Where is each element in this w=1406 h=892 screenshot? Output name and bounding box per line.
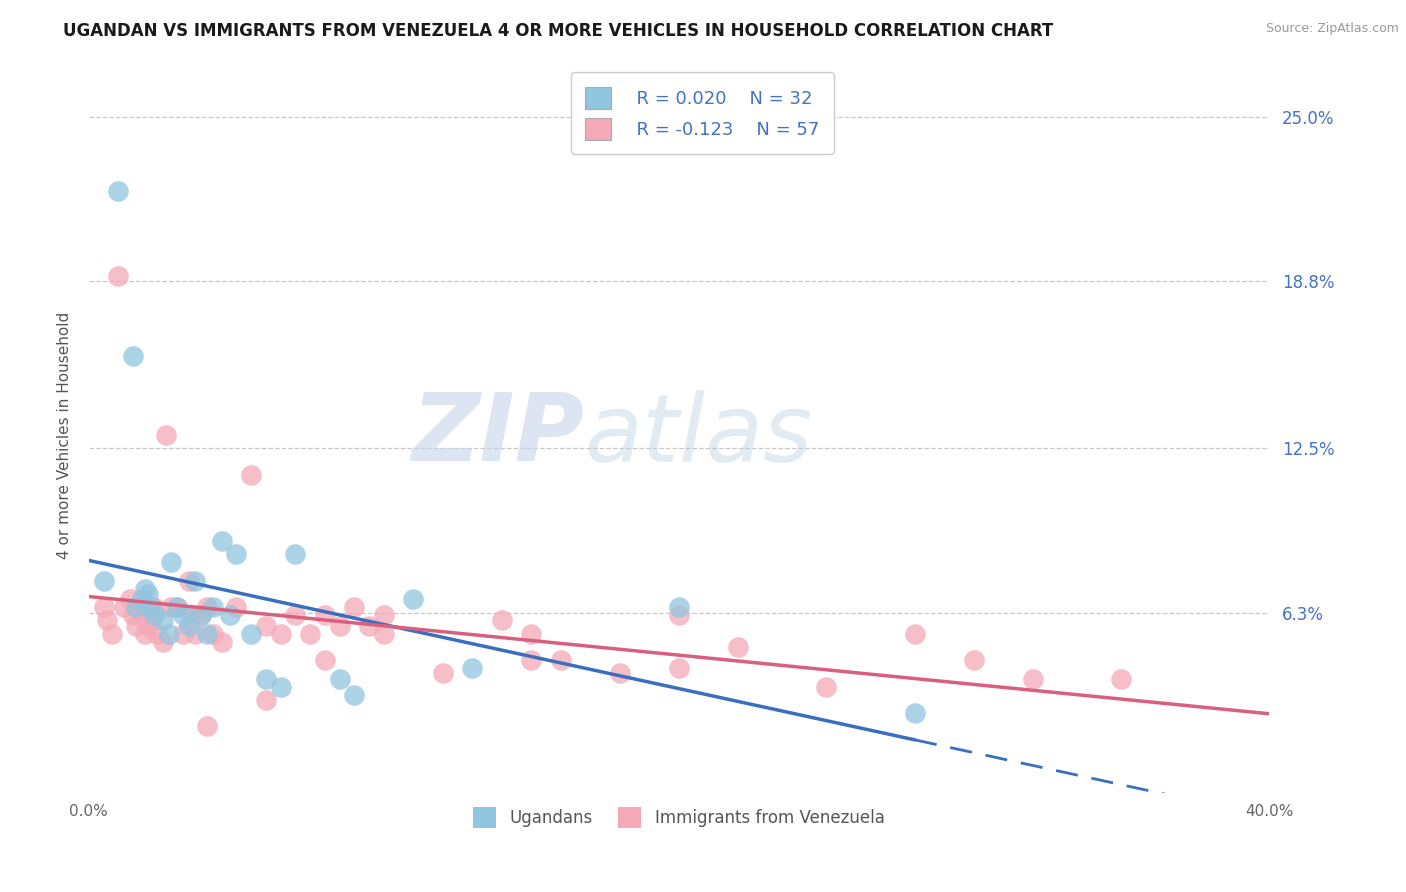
Point bbox=[329, 672, 352, 686]
Point bbox=[131, 592, 153, 607]
Point bbox=[195, 719, 218, 733]
Point bbox=[1022, 672, 1045, 686]
Point bbox=[125, 600, 148, 615]
Point bbox=[284, 608, 307, 623]
Point bbox=[142, 608, 165, 623]
Point bbox=[329, 619, 352, 633]
Point bbox=[225, 547, 247, 561]
Point bbox=[184, 574, 207, 588]
Point bbox=[107, 269, 129, 284]
Point bbox=[134, 582, 156, 596]
Point bbox=[179, 619, 201, 633]
Point bbox=[373, 608, 395, 623]
Point bbox=[155, 428, 177, 442]
Legend: Ugandans, Immigrants from Venezuela: Ugandans, Immigrants from Venezuela bbox=[467, 801, 891, 834]
Point bbox=[136, 587, 159, 601]
Point bbox=[402, 592, 425, 607]
Point bbox=[963, 653, 986, 667]
Point bbox=[145, 626, 167, 640]
Point bbox=[172, 626, 194, 640]
Point bbox=[195, 600, 218, 615]
Point bbox=[284, 547, 307, 561]
Point bbox=[609, 666, 631, 681]
Point bbox=[160, 600, 183, 615]
Point bbox=[219, 608, 242, 623]
Point bbox=[904, 706, 927, 721]
Point bbox=[299, 626, 322, 640]
Point bbox=[668, 600, 690, 615]
Point bbox=[184, 626, 207, 640]
Point bbox=[491, 614, 513, 628]
Point bbox=[240, 626, 263, 640]
Point bbox=[122, 349, 145, 363]
Point bbox=[314, 653, 336, 667]
Point bbox=[122, 608, 145, 623]
Point bbox=[139, 600, 162, 615]
Point bbox=[201, 626, 224, 640]
Point bbox=[96, 614, 118, 628]
Point bbox=[520, 653, 543, 667]
Point bbox=[195, 626, 218, 640]
Point bbox=[190, 608, 212, 623]
Point bbox=[668, 608, 690, 623]
Point bbox=[190, 608, 212, 623]
Point bbox=[359, 619, 381, 633]
Point bbox=[201, 600, 224, 615]
Point bbox=[254, 672, 277, 686]
Point bbox=[520, 626, 543, 640]
Point bbox=[181, 608, 204, 623]
Point bbox=[211, 634, 233, 648]
Point bbox=[166, 600, 188, 615]
Point bbox=[166, 600, 188, 615]
Text: UGANDAN VS IMMIGRANTS FROM VENEZUELA 4 OR MORE VEHICLES IN HOUSEHOLD CORRELATION: UGANDAN VS IMMIGRANTS FROM VENEZUELA 4 O… bbox=[63, 22, 1053, 40]
Text: Source: ZipAtlas.com: Source: ZipAtlas.com bbox=[1265, 22, 1399, 36]
Y-axis label: 4 or more Vehicles in Household: 4 or more Vehicles in Household bbox=[58, 311, 72, 558]
Point bbox=[550, 653, 572, 667]
Point bbox=[152, 634, 174, 648]
Point bbox=[107, 185, 129, 199]
Point bbox=[136, 619, 159, 633]
Point bbox=[270, 680, 292, 694]
Point bbox=[904, 626, 927, 640]
Point bbox=[211, 534, 233, 549]
Point bbox=[172, 608, 194, 623]
Point bbox=[432, 666, 454, 681]
Point bbox=[225, 600, 247, 615]
Point bbox=[668, 661, 690, 675]
Point bbox=[134, 626, 156, 640]
Point bbox=[254, 693, 277, 707]
Point bbox=[270, 626, 292, 640]
Text: ZIP: ZIP bbox=[412, 389, 585, 481]
Point bbox=[461, 661, 484, 675]
Point bbox=[125, 619, 148, 633]
Point bbox=[314, 608, 336, 623]
Point bbox=[152, 614, 174, 628]
Point bbox=[128, 600, 150, 615]
Point bbox=[131, 608, 153, 623]
Point bbox=[101, 626, 124, 640]
Point bbox=[93, 600, 115, 615]
Point bbox=[254, 619, 277, 633]
Text: atlas: atlas bbox=[585, 390, 813, 481]
Point bbox=[373, 626, 395, 640]
Point bbox=[157, 626, 180, 640]
Point bbox=[1111, 672, 1133, 686]
Point bbox=[160, 555, 183, 569]
Point bbox=[142, 600, 165, 615]
Point bbox=[727, 640, 749, 654]
Point bbox=[112, 600, 135, 615]
Point bbox=[240, 467, 263, 482]
Point bbox=[120, 592, 142, 607]
Point bbox=[139, 614, 162, 628]
Point bbox=[343, 600, 366, 615]
Point bbox=[815, 680, 838, 694]
Point bbox=[179, 574, 201, 588]
Point bbox=[343, 688, 366, 702]
Point bbox=[93, 574, 115, 588]
